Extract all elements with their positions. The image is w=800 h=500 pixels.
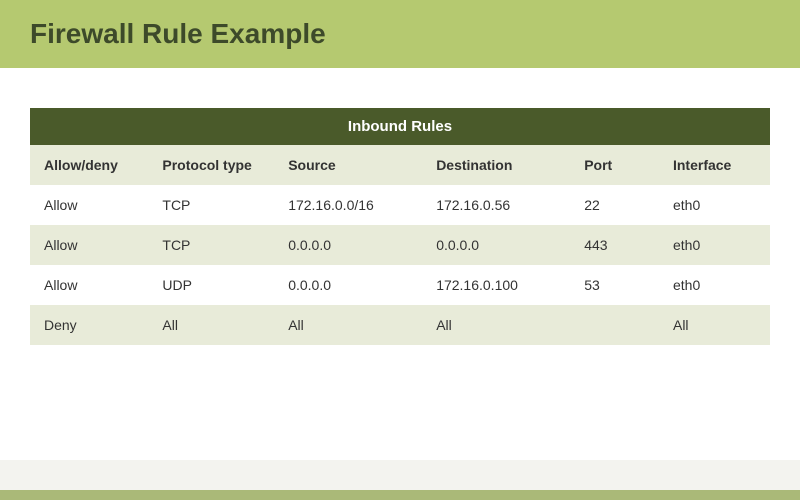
cell: TCP [148, 185, 274, 225]
cell: 172.16.0.56 [422, 185, 570, 225]
cell: TCP [148, 225, 274, 265]
cell: All [148, 305, 274, 345]
title-bar: Firewall Rule Example [0, 0, 800, 68]
cell: 0.0.0.0 [274, 225, 422, 265]
table-row: Allow UDP 0.0.0.0 172.16.0.100 53 eth0 [30, 265, 770, 305]
cell: eth0 [659, 225, 770, 265]
cell: All [274, 305, 422, 345]
col-protocol: Protocol type [148, 145, 274, 185]
col-allow-deny: Allow/deny [30, 145, 148, 185]
table-group-header: Inbound Rules [30, 108, 770, 145]
cell: eth0 [659, 265, 770, 305]
footer-accent [0, 490, 800, 500]
cell [570, 305, 659, 345]
cell: 0.0.0.0 [422, 225, 570, 265]
rules-table-container: Inbound Rules Allow/deny Protocol type S… [30, 108, 770, 345]
table-body: Allow TCP 172.16.0.0/16 172.16.0.56 22 e… [30, 185, 770, 345]
table-row: Allow TCP 172.16.0.0/16 172.16.0.56 22 e… [30, 185, 770, 225]
table-row: Deny All All All All [30, 305, 770, 345]
cell: Deny [30, 305, 148, 345]
col-port: Port [570, 145, 659, 185]
cell: 172.16.0.100 [422, 265, 570, 305]
cell: 443 [570, 225, 659, 265]
table-row: Allow TCP 0.0.0.0 0.0.0.0 443 eth0 [30, 225, 770, 265]
cell: Allow [30, 185, 148, 225]
page-title: Firewall Rule Example [30, 18, 326, 50]
cell: 0.0.0.0 [274, 265, 422, 305]
cell: UDP [148, 265, 274, 305]
cell: All [422, 305, 570, 345]
column-header-row: Allow/deny Protocol type Source Destinat… [30, 145, 770, 185]
cell: 22 [570, 185, 659, 225]
cell: Allow [30, 225, 148, 265]
col-destination: Destination [422, 145, 570, 185]
content-area: Inbound Rules Allow/deny Protocol type S… [0, 68, 800, 345]
cell: eth0 [659, 185, 770, 225]
cell: 172.16.0.0/16 [274, 185, 422, 225]
col-source: Source [274, 145, 422, 185]
cell: 53 [570, 265, 659, 305]
rules-table: Allow/deny Protocol type Source Destinat… [30, 145, 770, 345]
col-interface: Interface [659, 145, 770, 185]
cell: Allow [30, 265, 148, 305]
cell: All [659, 305, 770, 345]
